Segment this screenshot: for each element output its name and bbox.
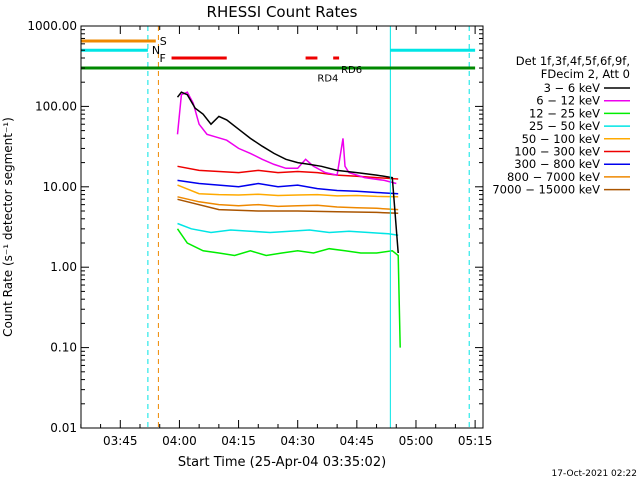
footer-timestamp: 17-Oct-2021 02:22 [552, 469, 637, 479]
axis-ticks: 0.01 0.10 1.00 10.00 100.00 1000.00 03:45 04:00… [27, 19, 492, 448]
y-tick-label: 0.10 [50, 341, 77, 355]
series-line [177, 198, 399, 214]
flag-label: S [160, 35, 167, 48]
x-tick-label: 04:00 [162, 434, 197, 448]
legend-entry-label: 800 − 7000 keV [507, 170, 600, 184]
legend-header-1: Det 1f,3f,4f,5f,6f,9f, [516, 54, 630, 68]
legend-entry-label: 300 − 800 keV [514, 157, 600, 171]
legend-entry-label: 3 − 6 keV [544, 81, 601, 95]
y-tick-label: 1000.00 [27, 19, 77, 33]
series-line [177, 196, 399, 211]
legend-entry-label: 12 − 25 keV [529, 106, 600, 120]
marker-text-label: RD4 [317, 73, 338, 84]
x-tick-label: 03:45 [103, 434, 138, 448]
series-line [177, 179, 399, 195]
flag-label: N [152, 44, 160, 57]
legend: Det 1f,3f,4f,5f,6f,9f, FDecim 2, Att 0 3… [492, 54, 630, 197]
series-line [177, 184, 399, 198]
x-tick-label: 04:45 [340, 434, 375, 448]
x-tick-label: 04:30 [280, 434, 315, 448]
y-tick-label: 1.00 [50, 260, 77, 274]
series-line [176, 91, 399, 254]
x-axis-label: Start Time (25-Apr-04 03:35:02) [178, 455, 386, 470]
legend-entry-label: 25 − 50 keV [529, 119, 600, 133]
y-tick-label: 10.00 [43, 180, 77, 194]
flag-label: F [160, 52, 166, 65]
marker-text-label: RD6 [341, 65, 362, 76]
series-line [176, 228, 401, 348]
y-tick-label: 100.00 [35, 99, 77, 113]
plot-frame [80, 25, 484, 429]
y-tick-label: 0.01 [50, 421, 77, 435]
chart-title: RHESSI Count Rates [207, 3, 358, 21]
x-tick-label: 05:15 [458, 434, 493, 448]
series-line [177, 222, 399, 236]
legend-entry-label: 6 − 12 keV [536, 94, 600, 108]
legend-entry-label: 50 − 100 keV [522, 132, 601, 146]
x-tick-label: 04:15 [221, 434, 256, 448]
legend-entry-label: 100 − 300 keV [514, 145, 600, 159]
legend-header-2: FDecim 2, Att 0 [541, 67, 630, 81]
y-axis-label: Count Rate (s⁻¹ detector segment⁻¹) [1, 117, 15, 337]
series-line [176, 91, 397, 185]
x-tick-label: 05:00 [399, 434, 434, 448]
data-layer [176, 91, 401, 348]
legend-entry-label: 7000 − 15000 keV [492, 183, 600, 197]
